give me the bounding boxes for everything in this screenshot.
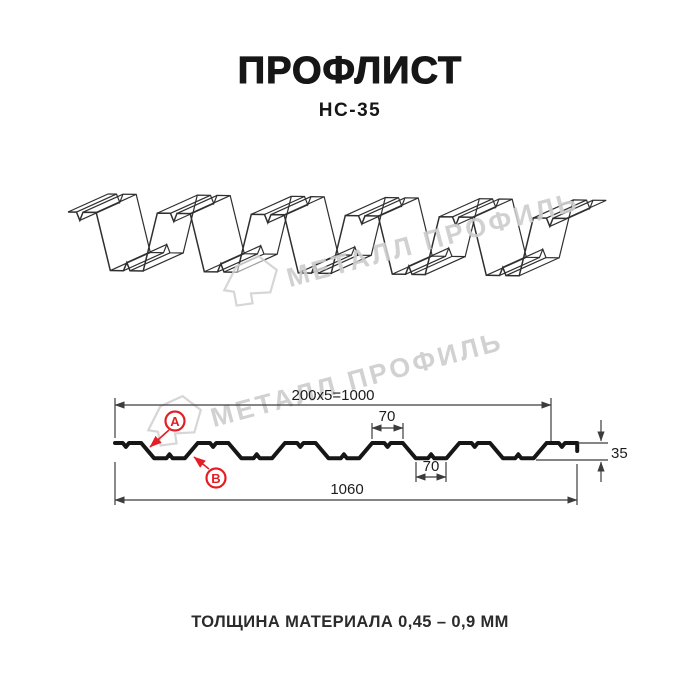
callout-b: B — [193, 456, 227, 489]
dimension-value: 70 — [379, 408, 396, 425]
sheet-3d-drawing — [67, 193, 607, 277]
callout-circle — [205, 467, 227, 489]
dimension-flange-bottom: 70 — [415, 458, 447, 482]
callout-circle — [164, 410, 186, 432]
brand-logo-icon — [222, 254, 279, 307]
callout-a: A — [149, 410, 186, 448]
dimension-width-formula: 200x5=1000 — [114, 387, 552, 441]
dimension-value: 200x5=1000 — [292, 387, 375, 404]
callout-arrow — [149, 429, 170, 448]
dimension-value: 1060 — [330, 481, 363, 498]
sheet-front-cut-edge — [67, 211, 567, 277]
callout-arrow — [193, 456, 210, 470]
material-thickness-note: ТОЛЩИНА МАТЕРИАЛА 0,45 – 0,9 ММ — [191, 613, 509, 631]
profile-model-code: НС-35 — [318, 100, 382, 121]
dimension-value: 35 — [611, 445, 628, 462]
cross-section-drawing — [113, 441, 580, 461]
dimension-value: 70 — [423, 458, 440, 475]
callout-letter: A — [170, 414, 180, 429]
dimension-flange-top: 70 — [371, 408, 404, 439]
profile-outline — [113, 441, 580, 461]
watermark-text: МЕТАЛЛ ПРОФИЛЬ — [207, 326, 506, 433]
watermark-over-cross-section: МЕТАЛЛ ПРОФИЛЬ — [146, 326, 506, 447]
page-title: ПРОФЛИСТ — [237, 49, 463, 92]
sheet-back-edge — [107, 193, 607, 259]
callout-letter: B — [211, 471, 220, 486]
sheet-surface — [68, 194, 607, 276]
dimension-height: 35 — [536, 420, 628, 482]
dimension-total-width: 1060 — [114, 462, 578, 505]
